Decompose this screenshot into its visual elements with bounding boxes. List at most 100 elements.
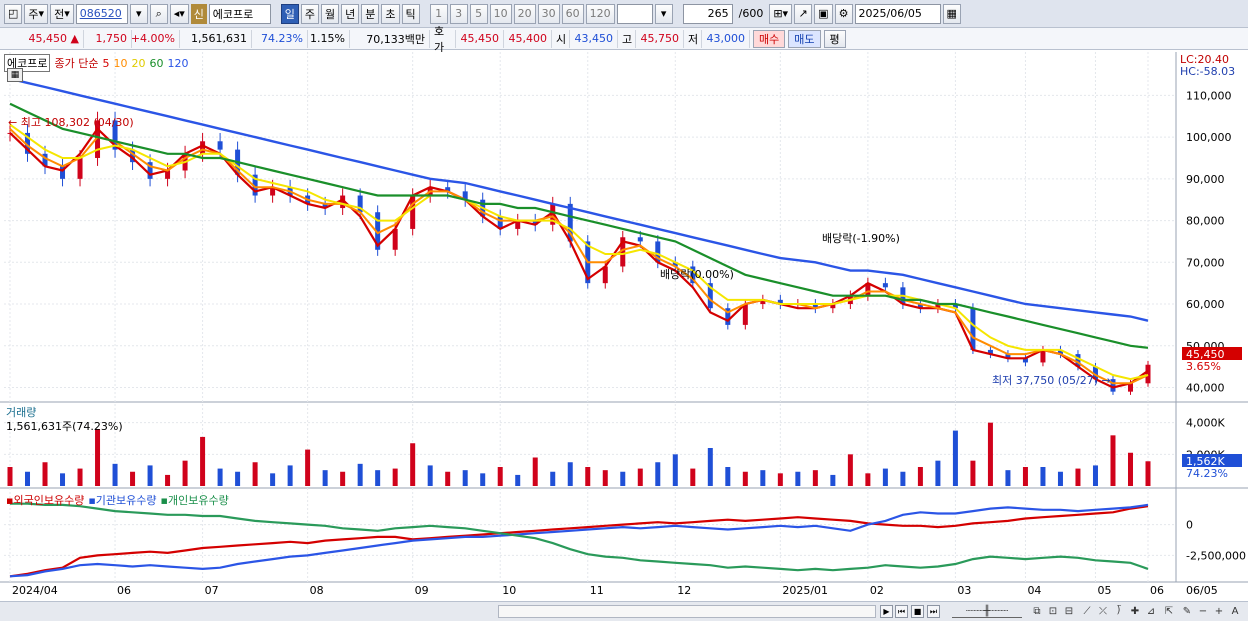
period-year-button[interactable]: 년 — [341, 3, 360, 24]
interval-60-button[interactable]: 60 — [561, 3, 584, 24]
candle-body — [25, 132, 31, 154]
volume-bar — [812, 470, 818, 486]
period-month-button[interactable]: 월 — [321, 3, 340, 24]
institution-legend: ▪기관보유수량 — [88, 494, 157, 507]
volume-bar — [410, 443, 416, 486]
calendar-icon[interactable]: ▦ — [942, 3, 961, 24]
indicator-icon[interactable]: ⊞▾ — [769, 3, 793, 24]
stock-code-input[interactable]: 086520 — [75, 3, 128, 24]
volume-bar — [830, 474, 836, 486]
evaluate-button[interactable]: 평 — [823, 29, 846, 48]
high-label: 고 — [618, 29, 636, 48]
go-first-icon[interactable]: ⏮ — [895, 605, 908, 618]
chart-area[interactable]: 2024/04 06 07 08 09 10 11 12 2025/01 02 03 04 05 06 06… — [0, 52, 1248, 600]
holding-axis-tick: -2,500,000 — [1186, 549, 1246, 562]
sell-button[interactable]: 매도 — [788, 29, 821, 48]
hc-label: HC:-58.03 — [1180, 65, 1235, 78]
volume-bar — [200, 436, 206, 486]
ma5-label: 5 — [102, 56, 110, 70]
ask-price: 45,450 — [456, 29, 504, 48]
zoom-out-icon[interactable]: − — [1198, 606, 1208, 617]
ma-line-60 — [9, 102, 1149, 349]
trend-line-icon[interactable]: ⟋ — [1083, 606, 1091, 617]
low-label: 저 — [684, 29, 702, 48]
candle-body — [357, 195, 363, 213]
candle-body — [812, 304, 818, 309]
custom-interval-dropdown-icon[interactable]: ▾ — [654, 3, 673, 24]
custom-interval-input[interactable] — [616, 3, 653, 24]
stock-chart[interactable]: 2024/04 06 07 08 09 10 11 12 2025/01 02 03 04 05 06 06… — [0, 52, 1248, 600]
layout-icon[interactable]: ⊟ — [1064, 606, 1074, 617]
search-icon[interactable]: ⌕ — [149, 3, 168, 24]
go-last-icon[interactable]: ⏭ — [927, 605, 940, 618]
volume-bar — [147, 465, 153, 486]
x-axis-tick-label: 06 — [1150, 584, 1164, 597]
interval-30-button[interactable]: 30 — [537, 3, 560, 24]
candle-body — [112, 120, 118, 150]
period-day-button[interactable]: 일 — [280, 3, 299, 24]
code-dropdown-icon[interactable]: ▾ — [129, 3, 148, 24]
interval-120-button[interactable]: 120 — [585, 3, 615, 24]
interval-3-button[interactable]: 3 — [449, 3, 468, 24]
stop-icon[interactable]: ■ — [911, 605, 924, 618]
volume-bar — [130, 471, 136, 486]
volume-bar — [445, 471, 451, 486]
candle-body — [95, 120, 101, 158]
cross-line-icon[interactable]: ⤫ — [1099, 606, 1107, 617]
foreign-legend-text: 외국인보유수량 — [13, 494, 85, 507]
candle-body — [252, 174, 258, 196]
interval-20-button[interactable]: 20 — [513, 3, 536, 24]
holding-line-foreign — [9, 505, 1149, 578]
zoom-slider[interactable]: ┈┈┈╫┈┈┈ — [952, 605, 1022, 618]
dividend-annotation-1: 배당락(-1.90%) — [822, 232, 900, 245]
buy-button[interactable]: 매수 — [753, 29, 786, 48]
period-minute-button[interactable]: 분 — [361, 3, 380, 24]
volume-bar — [637, 468, 643, 486]
x-axis-tick-label: 06 — [117, 584, 131, 597]
pen-icon[interactable]: ✎ — [1182, 606, 1192, 617]
copy-icon[interactable]: ⧉ — [1033, 606, 1041, 617]
volume-bar — [1110, 435, 1116, 486]
date-input[interactable]: 2025/06/05 — [854, 3, 941, 24]
scroll-right-icon[interactable]: ▶ — [880, 605, 893, 618]
text-tool-icon[interactable]: A — [1231, 606, 1239, 617]
draw-tool-icon[interactable]: ↗ — [794, 3, 813, 24]
candle-body — [147, 162, 153, 179]
range-count-input[interactable]: 265 — [682, 3, 733, 24]
interval-5-button[interactable]: 5 — [469, 3, 488, 24]
grid-table-icon[interactable]: ▦ — [7, 68, 23, 82]
candle-body — [462, 191, 468, 200]
volume-pct: 74.23% — [252, 29, 308, 48]
chart-background — [0, 52, 1248, 600]
interval-1-button[interactable]: 1 — [429, 3, 448, 24]
stock-name-field[interactable]: 에코프로 — [208, 3, 271, 24]
period-tick-button[interactable]: 틱 — [401, 3, 420, 24]
price-axis-tick: 100,000 — [1186, 131, 1232, 144]
chart-type-icon[interactable]: ⊡ — [1048, 606, 1058, 617]
candle-body — [392, 228, 398, 250]
period-second-button[interactable]: 초 — [381, 3, 400, 24]
high-price: 45,750 — [636, 29, 684, 48]
volume-bar — [25, 471, 31, 486]
period-week-button[interactable]: 주 — [300, 3, 320, 24]
volume-bar — [515, 474, 521, 486]
gear-icon[interactable]: ⚙ — [834, 3, 853, 24]
select-icon[interactable]: ⇱ — [1164, 606, 1174, 617]
crosshair-icon[interactable]: ✚ — [1130, 606, 1140, 617]
candle-body — [602, 266, 608, 284]
save-icon[interactable]: ▣ — [814, 3, 833, 24]
ruler-icon[interactable]: ⟌ — [1116, 606, 1122, 617]
magnet-icon[interactable]: ⊿ — [1146, 606, 1156, 617]
view-select[interactable]: 전 ▾ — [50, 3, 74, 24]
candle-body — [1092, 366, 1098, 380]
period-select[interactable]: 주 ▾ — [24, 3, 49, 24]
volume-bar — [287, 465, 293, 486]
chart-scroll-track[interactable] — [498, 605, 876, 618]
current-price-tag: 45,450 — [1186, 348, 1225, 361]
zoom-in-icon[interactable]: + — [1214, 606, 1224, 617]
window-icon[interactable]: ◰ — [4, 3, 23, 24]
speaker-icon[interactable]: ◂▾ — [169, 3, 189, 24]
ma-line-5 — [9, 127, 1149, 389]
interval-10-button[interactable]: 10 — [489, 3, 512, 24]
volume-bar — [900, 471, 906, 486]
